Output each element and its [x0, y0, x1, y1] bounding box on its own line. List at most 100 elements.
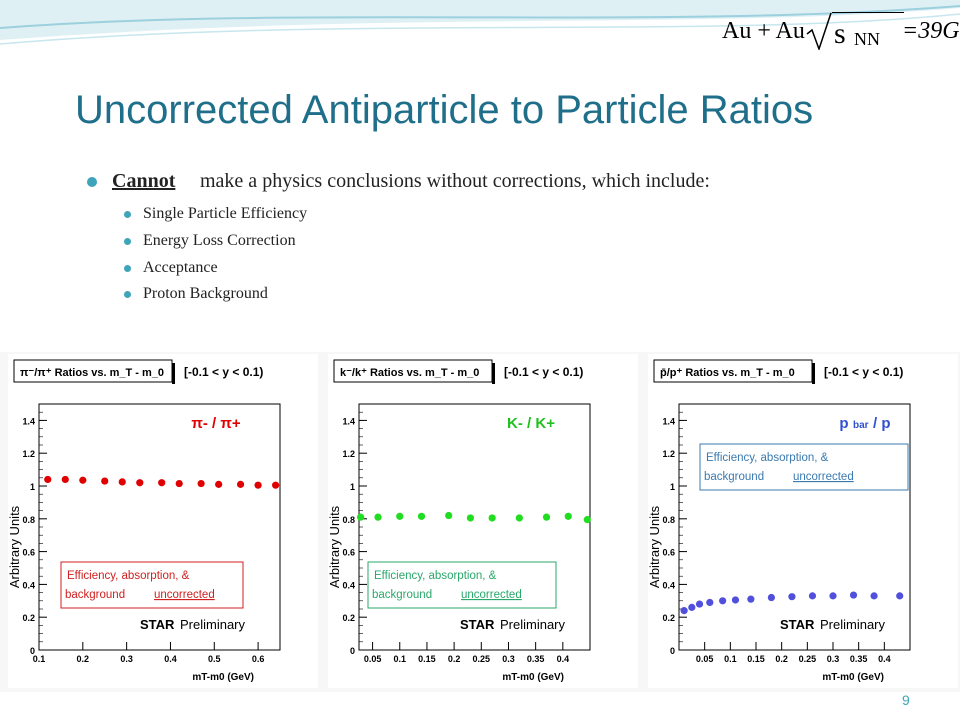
note-line-1: Efficiency, absorption, &	[374, 570, 497, 582]
sub-bullet-text: Single Particle Efficiency	[143, 205, 308, 222]
chart-title: k⁻/k⁺ Ratios vs. m_T - m_0	[340, 367, 479, 379]
data-point	[466, 514, 475, 522]
data-point	[719, 597, 727, 605]
data-point	[896, 592, 904, 600]
bullet-dot	[124, 265, 131, 272]
x-tick-label: 0.2	[77, 654, 90, 664]
x-tick-label: 0.1	[33, 654, 46, 664]
title-box-shadow	[492, 363, 495, 384]
y-tick-label: 0.4	[22, 580, 35, 590]
rapidity-label: [-0.1 < y < 0.1)	[184, 365, 263, 379]
data-point	[396, 512, 404, 520]
x-tick-label: 0.15	[418, 654, 436, 664]
data-point	[583, 516, 591, 524]
x-tick-label: 0.4	[878, 654, 891, 664]
formula-lhs: Au + Au	[722, 18, 805, 44]
x-tick-label: 0.35	[850, 654, 868, 664]
x-tick-label: 0.15	[747, 654, 765, 664]
note-box	[699, 443, 909, 491]
preliminary-label: Preliminary	[180, 617, 246, 632]
x-axis-label: mT-m0 (GeV)	[192, 672, 254, 683]
x-tick-label: 0.05	[364, 654, 382, 664]
data-point	[79, 476, 87, 484]
bullet-lead: Cannot	[112, 170, 176, 192]
x-tick-label: 0.2	[775, 654, 788, 664]
note-line-1: Efficiency, absorption, &	[67, 570, 190, 582]
data-point	[488, 514, 496, 522]
y-tick-label: 1.2	[342, 449, 355, 459]
title-box-shadow	[812, 363, 815, 384]
title-box-shadow	[172, 363, 175, 384]
rapidity-label: [-0.1 < y < 0.1)	[504, 365, 583, 379]
y-tick-label: 1.4	[22, 416, 35, 426]
data-point	[515, 514, 523, 522]
kaon-ratio-chart: k⁻/k⁺ Ratios vs. m_T - m_0 [-0.1 < y < 0.…	[328, 354, 638, 688]
data-point	[706, 598, 714, 607]
y-axis-label: Arbitrary Units	[328, 505, 342, 588]
sub-bullet-text: Proton Background	[143, 285, 268, 302]
data-point	[236, 480, 245, 488]
bullet-dot	[87, 177, 97, 187]
data-point	[808, 592, 817, 600]
data-point	[542, 513, 551, 521]
data-point	[158, 479, 166, 487]
data-point	[254, 481, 262, 489]
note-line-2a: background	[372, 589, 432, 601]
x-tick-label: 0.2	[448, 654, 461, 664]
note-line-2a: background	[65, 589, 125, 601]
collision-formula: Au + Au s NN =39GeV	[722, 12, 960, 52]
note-line-2b: uncorrected	[793, 471, 854, 483]
star-label: STAR	[140, 617, 175, 632]
bullet-text: make a physics conclusions without corre…	[200, 170, 710, 192]
data-point	[417, 512, 426, 520]
x-tick-label: 0.4	[557, 654, 570, 664]
data-point	[101, 477, 109, 485]
y-tick-label: 1.2	[22, 449, 35, 459]
formula-s: s	[834, 17, 846, 50]
data-point	[788, 593, 796, 601]
y-tick-label: 0.6	[342, 548, 355, 558]
data-point	[564, 512, 572, 520]
preliminary-label: Preliminary	[820, 617, 886, 632]
plot-canvas	[648, 354, 958, 688]
y-tick-label: 0.6	[662, 548, 675, 558]
rapidity-label: [-0.1 < y < 0.1)	[824, 365, 903, 379]
x-tick-label: 0.25	[473, 654, 491, 664]
y-tick-label: 0	[350, 646, 355, 656]
x-tick-label: 0.05	[696, 654, 714, 664]
y-tick-label: 0.2	[662, 613, 675, 623]
ratio-label: K- / K+	[507, 415, 555, 432]
y-tick-label: 0	[670, 646, 675, 656]
star-label: STAR	[460, 617, 495, 632]
data-point	[680, 607, 688, 615]
data-point	[44, 475, 52, 484]
data-point	[731, 596, 740, 604]
data-point	[695, 600, 704, 608]
ratio-label: π- / π+	[191, 415, 240, 432]
y-tick-label: 1	[30, 482, 35, 492]
formula-radicand: s NN	[832, 12, 904, 51]
data-point	[445, 511, 453, 520]
x-axis-label: mT-m0 (GeV)	[822, 672, 884, 683]
star-label: STAR	[780, 617, 815, 632]
data-point	[61, 475, 69, 484]
sub-bullet-text: Acceptance	[143, 259, 218, 276]
note-box	[367, 561, 557, 609]
bullet-dot	[124, 238, 131, 245]
data-point	[870, 592, 878, 600]
data-point	[197, 479, 205, 488]
data-point	[849, 591, 858, 599]
data-point	[688, 603, 696, 611]
bullet-dot	[124, 291, 131, 298]
data-point	[175, 479, 183, 488]
note-line-2a: background	[704, 471, 764, 483]
y-tick-label: 0.2	[342, 613, 355, 623]
y-tick-label: 0.8	[662, 515, 675, 525]
sub-bullet-text: Energy Loss Correction	[143, 232, 296, 249]
y-tick-label: 0	[30, 646, 35, 656]
data-point	[118, 478, 126, 486]
header-swoosh	[0, 0, 960, 45]
plot-kaon: k⁻/k⁺ Ratios vs. m_T - m_0 [-0.1 < y < 0.…	[328, 354, 638, 688]
y-tick-label: 1	[670, 482, 675, 492]
x-axis-label: mT-m0 (GeV)	[502, 672, 564, 683]
